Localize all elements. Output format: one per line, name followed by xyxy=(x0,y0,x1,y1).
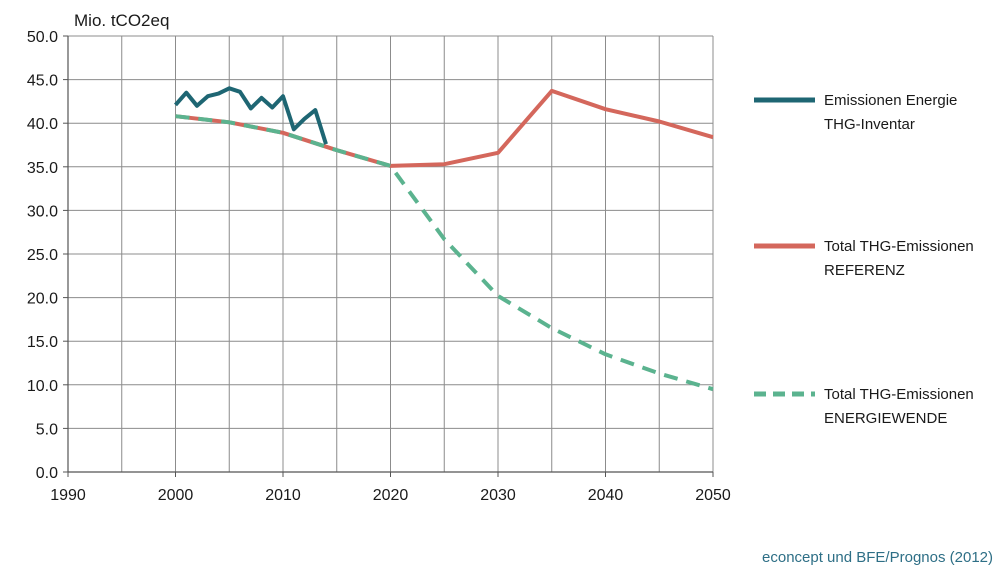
series-line-emissionen-energie xyxy=(174,86,328,145)
y-tick-label: 50.0 xyxy=(27,29,58,46)
x-tick-label: 2050 xyxy=(695,487,731,504)
series-line-referenz xyxy=(175,88,714,168)
chart-series xyxy=(174,86,714,392)
source-note: econcept und BFE/Prognos (2012) xyxy=(762,549,993,566)
x-tick-label: 2040 xyxy=(588,487,624,504)
legend-item-emissionen-energie: Emissionen Energie THG-Inventar xyxy=(754,92,957,133)
legend-label: Total THG-Emissionen xyxy=(824,238,974,255)
y-tick-label: 35.0 xyxy=(27,160,58,177)
x-tick-label: 2000 xyxy=(158,487,194,504)
y-tick-label: 30.0 xyxy=(27,203,58,220)
y-tick-label: 15.0 xyxy=(27,334,58,351)
legend-label: ENERGIEWENDE xyxy=(824,410,947,427)
y-tick-label: 5.0 xyxy=(36,421,58,438)
chart-grid xyxy=(67,35,714,473)
x-axis-ticks: 1990 2000 2010 2020 2030 2040 2050 xyxy=(50,472,731,504)
y-axis-ticks: 0.0 5.0 10.0 15.0 20.0 25.0 30.0 35.0 40.0 45.0 50… xyxy=(27,29,68,482)
x-tick-label: 2020 xyxy=(373,487,409,504)
x-tick-label: 2010 xyxy=(265,487,301,504)
y-tick-label: 25.0 xyxy=(27,247,58,264)
x-tick-label: 2030 xyxy=(480,487,516,504)
y-tick-label: 40.0 xyxy=(27,116,58,133)
legend-label: Total THG-Emissionen xyxy=(824,386,974,403)
legend-label: THG-Inventar xyxy=(824,116,915,133)
y-tick-label: 20.0 xyxy=(27,291,58,308)
y-tick-label: 10.0 xyxy=(27,378,58,395)
x-tick-label: 1990 xyxy=(50,487,86,504)
y-tick-label: 0.0 xyxy=(36,465,58,482)
legend-item-referenz: Total THG-Emissionen REFERENZ xyxy=(754,238,974,279)
chart-legend: Emissionen Energie THG-Inventar Total THG-… xyxy=(754,92,974,427)
legend-label: Emissionen Energie xyxy=(824,92,957,109)
y-tick-label: 45.0 xyxy=(27,73,58,90)
y-axis-unit-label: Mio. tCO2eq xyxy=(74,11,169,30)
legend-label: REFERENZ xyxy=(824,262,905,279)
legend-item-energiewende: Total THG-Emissionen ENERGIEWENDE xyxy=(754,386,974,427)
series-line-energiewende xyxy=(175,114,714,392)
